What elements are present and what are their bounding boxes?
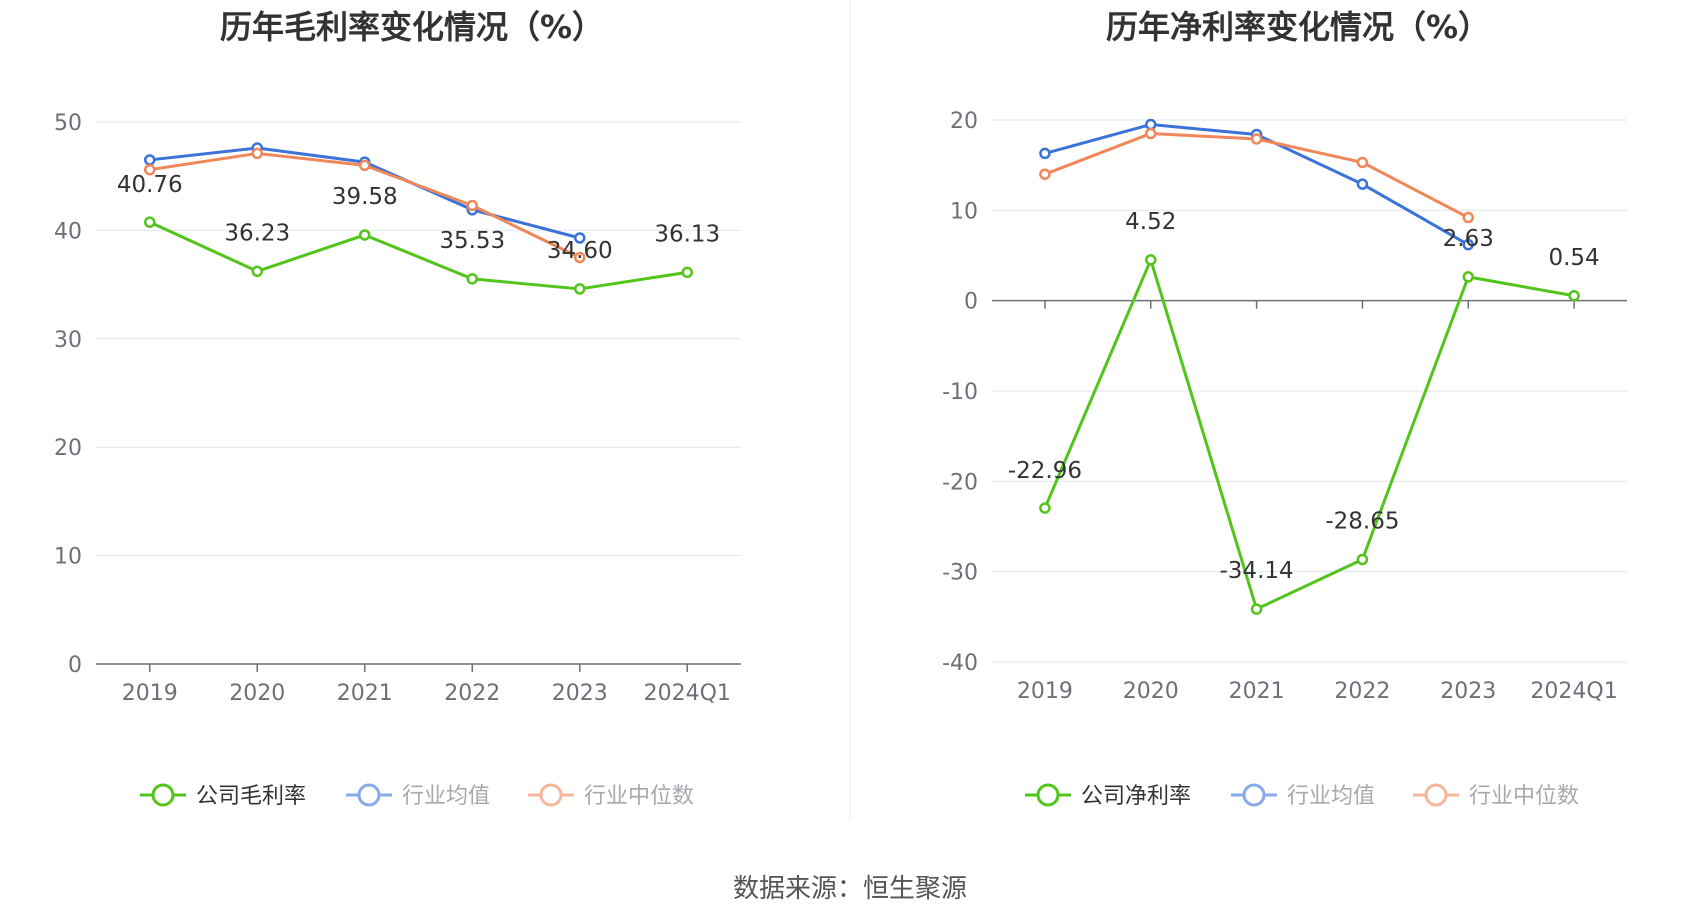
data-point-company [1145,254,1157,266]
data-point-company [681,266,693,279]
legend-marker-icon [1424,783,1448,807]
legend-marker-icon [539,783,563,807]
series-line-company [1043,258,1575,611]
y-tick-label: 20 [950,109,978,134]
y-tick-label: 30 [54,328,82,353]
y-tick-label: -20 [942,470,978,495]
data-point-median [1039,168,1051,180]
data-point-average [1462,238,1474,251]
data-point-average [1145,118,1157,131]
x-tick-label: 2020 [1123,679,1179,704]
data-point-company [1462,271,1474,283]
y-tick-label: -30 [942,561,978,586]
data-label: 36.13 [654,221,720,247]
x-tick-label: 2021 [337,681,393,706]
x-tick-label: 2022 [1334,679,1390,704]
data-label: 4.52 [1125,209,1176,235]
legend-item-median: 行业中位数 [528,783,694,809]
series-line-company [149,220,688,291]
legend-label: 公司毛利率 [196,784,306,809]
data-label: 35.53 [439,228,505,254]
x-tick-label: 2024Q1 [644,681,731,706]
data-point-median [466,199,478,212]
x-tick-label: 2020 [229,681,285,706]
legend-label: 公司净利率 [1081,784,1191,809]
legend-marker-icon [357,783,381,807]
data-point-median [359,159,371,172]
x-tick-label: 2023 [1440,679,1496,704]
y-tick-label: 40 [54,219,82,244]
x-tick-label: 2021 [1229,679,1285,704]
data-label: -22.96 [1008,458,1082,484]
data-point-company [144,216,156,228]
y-tick-label: 0 [964,290,978,315]
x-tick-label: 2019 [1017,679,1073,704]
legend-marker-icon [1242,783,1266,807]
data-point-median [251,147,263,160]
y-tick-label: 20 [54,436,82,461]
data-source-note: 数据来源：恒生聚源 [732,874,967,904]
legend-item-company: 公司净利率 [1025,783,1191,809]
data-point-average [1356,178,1369,190]
data-point-median [144,163,156,176]
legend-item-median: 行业中位数 [1413,783,1579,809]
data-point-company [1039,502,1051,514]
data-label: -28.65 [1325,508,1399,534]
data-label: -34.14 [1220,558,1294,584]
series-line-median [1044,132,1469,219]
legend-marker-icon [1036,783,1060,807]
chart-title: 历年净利率变化情况（%） [1106,8,1490,46]
data-point-company [574,283,586,295]
data-point-average [1039,147,1051,160]
x-tick-label: 2023 [552,681,608,706]
data-point-company [1356,553,1369,566]
legend-label: 行业中位数 [584,784,694,809]
y-tick-label: 0 [68,653,82,678]
data-point-average [144,154,156,166]
net-margin-chart: 历年净利率变化情况（%） -40 -30 -20 -10 0 10 20 2019 2020 202… [942,8,1627,809]
data-point-company [1568,290,1580,302]
x-tick-label: 2024Q1 [1530,679,1617,704]
data-point-median [574,251,586,264]
y-tick-label: 50 [54,111,82,136]
y-tick-label: 10 [950,199,978,224]
data-point-median [1250,133,1263,145]
data-point-company [1250,603,1263,615]
legend-label: 行业中位数 [1469,784,1579,809]
y-tick-label: -10 [942,380,978,405]
data-point-median [1462,211,1474,224]
legend-item-company: 公司毛利率 [140,783,306,809]
data-label: 2.63 [1443,226,1494,252]
data-label: 34.60 [547,238,613,264]
data-point-company [466,273,478,285]
gross-margin-chart: 历年毛利率变化情况（%） 0 10 20 30 40 50 2019 2020 2021 2022 2… [54,8,741,809]
legend-item-average: 行业均值 [346,783,490,809]
legend-label: 行业均值 [1287,784,1375,809]
data-label: 0.54 [1548,245,1599,271]
chart-title: 历年毛利率变化情况（%） [220,8,604,46]
data-label: 39.58 [332,184,398,210]
data-label: 36.23 [224,220,290,246]
legend-item-average: 行业均值 [1231,783,1375,809]
data-point-median [1145,127,1157,140]
data-label: 40.76 [117,172,183,198]
y-tick-label: -40 [942,651,978,676]
x-tick-label: 2019 [122,681,178,706]
data-point-median [1356,156,1369,169]
x-tick-label: 2022 [444,681,500,706]
y-tick-label: 10 [54,545,82,570]
legend-marker-icon [151,783,175,807]
legend-label: 行业均值 [402,784,490,809]
data-point-company [359,229,371,241]
data-point-company [251,265,263,278]
data-point-average [574,232,586,244]
